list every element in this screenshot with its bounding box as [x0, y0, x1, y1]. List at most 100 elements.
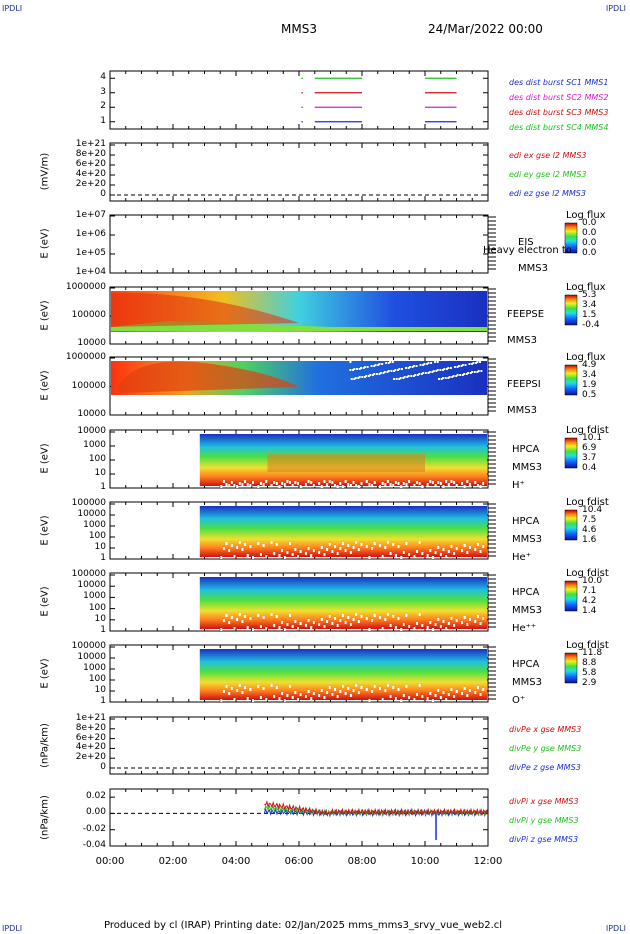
corner-mark-top-left: IPDLI [2, 4, 23, 13]
hpca-noise-pixel [408, 553, 411, 556]
hpca-noise-pixel [341, 614, 344, 617]
hpca-noise-pixel [278, 485, 281, 488]
hpca-noise-pixel [339, 619, 342, 622]
colorbar-value: 1.4 [582, 606, 597, 616]
hpca-noise-pixel [257, 485, 260, 488]
feepsi-noise-pixel [404, 367, 407, 369]
x-tick-label: 00:00 [95, 856, 125, 867]
hpca-noise-pixel [252, 556, 255, 559]
hpca-noise-pixel [392, 543, 395, 546]
hpca-noise-pixel [225, 614, 228, 617]
y-tick-label: 1e+07 [75, 210, 106, 220]
hpca-noise-pixel [310, 554, 313, 557]
y-tick-label: 8e+20 [75, 722, 106, 733]
hpca-noise-pixel [310, 697, 313, 700]
hpca-noise-pixel [318, 551, 321, 554]
hpca-noise-pixel [273, 624, 276, 627]
hpca-noise-pixel [233, 484, 236, 487]
colorbar [564, 294, 578, 326]
hpca-noise-pixel [286, 623, 289, 626]
hpca-noise-pixel [246, 626, 249, 629]
hpca-noise-pixel [439, 553, 442, 556]
hpca-noise-pixel [384, 546, 387, 549]
feepsi-noise-pixel [448, 376, 451, 378]
feepsi-noise-pixel [366, 366, 369, 368]
feepsi-noise-pixel [383, 371, 386, 373]
feepsi-noise-pixel [353, 368, 356, 370]
hpca-noise-pixel [273, 695, 276, 698]
feepsi-noise-pixel [377, 364, 380, 366]
hpca-noise-pixel [397, 545, 400, 548]
side-label: MMS3 [512, 462, 542, 473]
hpca-noise-pixel [482, 688, 485, 691]
hpca-noise-pixel [270, 684, 273, 687]
y-tick-label: 1 [100, 625, 106, 635]
hpca-noise-pixel [442, 691, 445, 694]
hpca-noise-pixel [294, 691, 297, 694]
hpca-noise-pixel [405, 685, 408, 688]
colorbar [564, 652, 578, 684]
x-tick-label: 12:00 [473, 856, 503, 867]
side-label: MMS3 [512, 605, 542, 616]
hpca-noise-pixel [241, 548, 244, 551]
colorbar-value: 3.4 [582, 300, 597, 310]
hpca-noise-pixel [244, 615, 247, 618]
hpca-noise-pixel [400, 628, 403, 631]
hpca-noise-pixel [259, 482, 262, 485]
hpca-noise-pixel [421, 624, 424, 627]
hpca-noise-pixel [373, 614, 376, 617]
hpca-noise-pixel [222, 480, 225, 483]
hpca-noise-pixel [447, 550, 450, 553]
colorbar-value: 5.3 [582, 290, 597, 300]
hpca-noise-pixel [289, 481, 292, 484]
feepsi-noise-pixel [424, 372, 427, 374]
hpca-noise-pixel [461, 621, 464, 624]
feepsi-noise-pixel [358, 376, 361, 378]
feepsi-noise-pixel [416, 374, 419, 376]
feepsi-noise-pixel [442, 369, 445, 371]
hpca-noise-pixel [418, 541, 421, 544]
legend-entry: edi ey gse l2 MMS3 [509, 170, 587, 179]
y-tick-label: 0.02 [85, 791, 106, 802]
hpca-noise-pixel [442, 620, 445, 623]
feepsi-noise-pixel [352, 369, 355, 371]
colorbar [564, 509, 578, 541]
hpca-noise-pixel [347, 616, 350, 619]
hpca-noise-pixel [275, 482, 278, 485]
feepsi-noise-pixel [445, 368, 448, 370]
hpca-noise-pixel [339, 482, 342, 485]
hpca-noise-pixel [405, 542, 408, 545]
feepsi-noise-pixel [461, 374, 464, 376]
availability-dot [301, 106, 303, 109]
hpca-noise-pixel [283, 628, 286, 631]
colorbar-value: 7.5 [582, 515, 597, 525]
hpca-noise-pixel [294, 548, 297, 551]
hpca-noise-pixel [347, 483, 350, 486]
y-tick-label: 100 [88, 602, 106, 613]
y-axis-title: (nPa/km) [39, 722, 51, 768]
y-tick-label: 10 [94, 685, 106, 695]
feepsi-noise-pixel [428, 371, 431, 373]
hpca-noise-pixel [246, 554, 249, 557]
hpca-noise-pixel [281, 549, 284, 552]
hpca-noise-pixel [265, 627, 268, 630]
hpca-noise-pixel [476, 686, 479, 689]
x-tick-label: 04:00 [221, 856, 251, 867]
feepsi-noise-pixel [382, 372, 385, 374]
side-label: H⁺ [512, 480, 525, 491]
x-tick-label: 10:00 [410, 856, 440, 867]
y-tick-label: 10000 [77, 409, 106, 419]
feepsi-noise-pixel [358, 368, 361, 370]
feepsi-noise-pixel [375, 373, 378, 375]
side-label: HPCA [512, 516, 540, 527]
hpca-noise-pixel [368, 483, 371, 486]
hpca-noise-pixel [400, 485, 403, 488]
colorbar-value: 4.9 [582, 360, 597, 370]
hpca-noise-pixel [225, 483, 228, 486]
hpca-noise-pixel [413, 698, 416, 701]
hpca-noise-pixel [230, 687, 233, 690]
feepsi-noise-pixel [447, 377, 450, 379]
feepsi-noise-pixel [465, 373, 468, 375]
hpca-noise-pixel [402, 551, 405, 554]
hpca-noise-pixel [447, 622, 450, 625]
